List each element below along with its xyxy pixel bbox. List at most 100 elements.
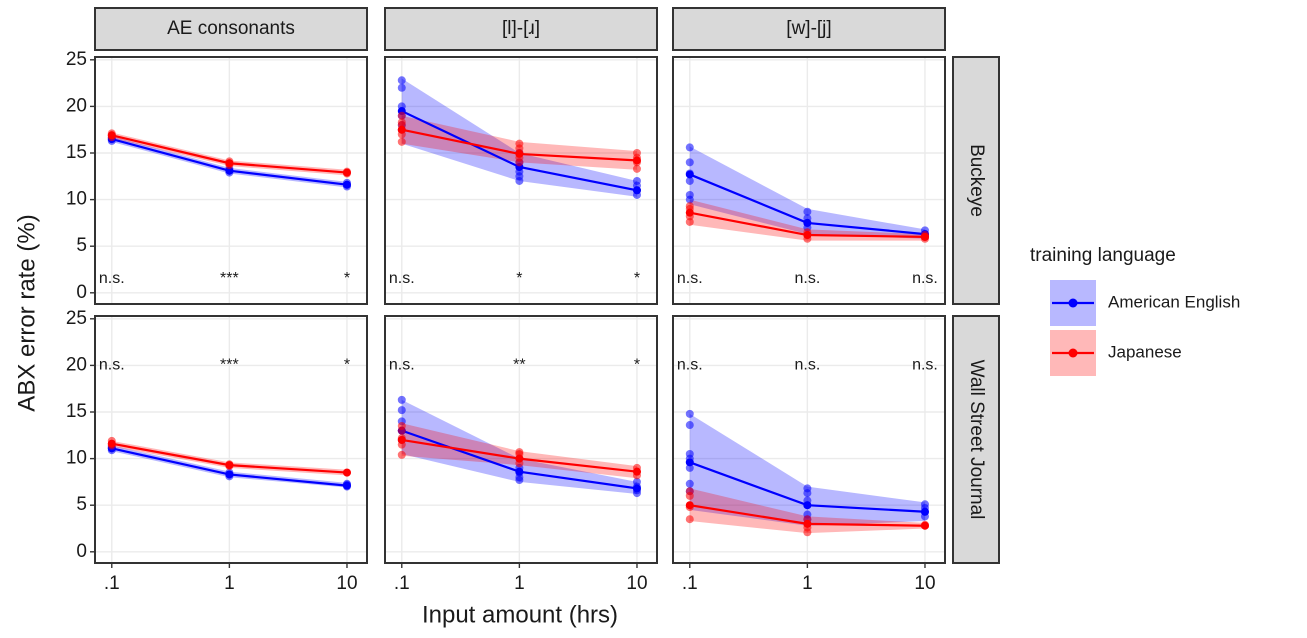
column-strip-label: AE consonants	[167, 18, 295, 39]
confidence-band	[111, 440, 347, 476]
column-strip	[672, 7, 946, 51]
y-axis-label: ABX error rate (%)	[13, 214, 40, 411]
data-point	[685, 421, 694, 430]
panel-border	[94, 56, 368, 305]
mean-point	[225, 461, 234, 470]
mean-point	[225, 166, 234, 175]
y-tick-label: 20	[66, 95, 87, 116]
panel-background	[95, 57, 367, 304]
x-tick-label: 10	[626, 573, 647, 594]
y-tick-label: 0	[76, 541, 87, 562]
mean-point	[920, 521, 929, 530]
significance-label: n.s.	[912, 270, 938, 287]
data-point	[397, 76, 406, 85]
mean-point	[803, 231, 812, 240]
significance-label: *	[516, 270, 522, 287]
column-strip-label: [w]-[j]	[786, 18, 831, 39]
confidence-band	[401, 78, 637, 197]
mean-point	[515, 454, 524, 463]
y-tick-label: 5	[76, 235, 87, 256]
mean-point	[342, 468, 351, 477]
significance-label: *	[344, 270, 350, 287]
data-point	[632, 149, 641, 158]
data-point	[632, 164, 641, 173]
significance-label: n.s.	[677, 270, 703, 287]
y-tick-label: 15	[66, 142, 87, 163]
data-point	[397, 406, 406, 415]
x-tick-label: 10	[914, 573, 935, 594]
data-point	[685, 195, 694, 204]
y-tick-label: 25	[66, 308, 87, 329]
significance-label: ***	[220, 357, 239, 374]
significance-label: n.s.	[99, 357, 125, 374]
row-strip-label: Buckeye	[966, 144, 987, 217]
significance-label: n.s.	[794, 270, 820, 287]
panel-border	[384, 56, 658, 305]
y-tick-label: 5	[76, 494, 87, 515]
mean-point	[803, 501, 812, 510]
mean-point	[342, 180, 351, 189]
data-point	[397, 137, 406, 146]
y-tick-label: 15	[66, 401, 87, 422]
significance-label: n.s.	[677, 357, 703, 374]
data-point	[515, 448, 524, 457]
data-point	[685, 143, 694, 152]
confidence-band	[401, 399, 637, 495]
mean-point	[632, 156, 641, 165]
data-point	[685, 158, 694, 167]
y-tick-label: 10	[66, 189, 87, 210]
x-tick-label: 1	[224, 573, 235, 594]
x-tick-label: 1	[514, 573, 525, 594]
data-point	[685, 479, 694, 488]
legend-label: Japanese	[1108, 342, 1182, 361]
panel-background	[95, 316, 367, 563]
data-point	[685, 463, 694, 472]
column-strip	[384, 7, 658, 51]
mean-point	[685, 458, 694, 467]
confidence-band	[689, 199, 925, 241]
mean-point	[685, 501, 694, 510]
data-point	[685, 409, 694, 418]
data-point	[685, 176, 694, 185]
legend-label: American English	[1108, 292, 1240, 311]
y-tick-label: 0	[76, 282, 87, 303]
data-point	[515, 176, 524, 185]
significance-label: ***	[220, 270, 239, 287]
mean-point	[632, 186, 641, 195]
data-point	[397, 395, 406, 404]
mean-point	[920, 232, 929, 241]
x-tick-label: 10	[336, 573, 357, 594]
significance-label: n.s.	[389, 270, 415, 287]
significance-label: *	[634, 270, 640, 287]
data-point	[397, 118, 406, 127]
data-point	[515, 476, 524, 485]
column-strip-label: [l]-[ɹ]	[502, 18, 540, 39]
data-point	[685, 217, 694, 226]
row-strip	[952, 56, 1000, 305]
panel-border	[384, 315, 658, 564]
mean-point	[342, 481, 351, 490]
significance-label: *	[634, 357, 640, 374]
significance-label: n.s.	[912, 357, 938, 374]
data-point	[685, 515, 694, 524]
data-point	[803, 207, 812, 216]
mean-point	[515, 467, 524, 476]
mean-point	[397, 125, 406, 134]
mean-point	[107, 131, 116, 140]
y-tick-label: 10	[66, 448, 87, 469]
mean-point	[225, 470, 234, 479]
row-strip-label: Wall Street Journal	[966, 360, 987, 520]
mean-point	[920, 507, 929, 516]
significance-label: n.s.	[99, 270, 125, 287]
confidence-band	[689, 146, 925, 239]
x-axis-label: Input amount (hrs)	[422, 601, 618, 628]
mean-point	[632, 467, 641, 476]
data-point	[397, 83, 406, 92]
mean-point	[632, 484, 641, 493]
mean-point	[397, 435, 406, 444]
mean-point	[803, 218, 812, 227]
panel-background	[673, 57, 945, 304]
panel-border	[94, 315, 368, 564]
x-tick-label: .1	[104, 573, 120, 594]
